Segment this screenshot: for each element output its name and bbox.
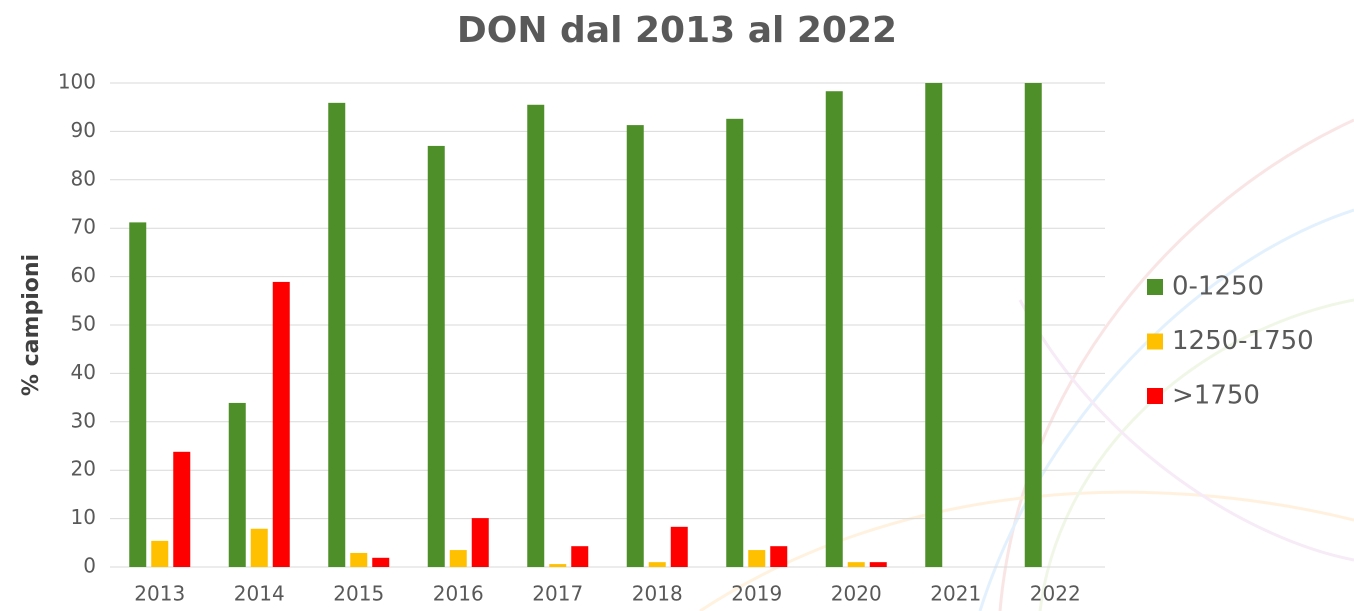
chart: DON dal 2013 al 2022 % campioni 0 10 20 30 4…	[0, 0, 1354, 611]
bar	[129, 222, 146, 567]
y-tick-label: 70	[71, 215, 96, 239]
y-tick-label: 40	[71, 360, 96, 384]
y-tick-label: 30	[71, 408, 96, 432]
bar	[173, 452, 190, 567]
legend-label: 1250-1750	[1172, 326, 1314, 356]
bar	[925, 83, 942, 567]
chart-title: DON dal 2013 al 2022	[457, 10, 897, 51]
x-tick-label: 2018	[632, 582, 683, 606]
y-tick-label: 90	[71, 118, 96, 142]
legend-swatch	[1147, 279, 1163, 295]
bar	[848, 562, 865, 567]
legend-label: 0-1250	[1172, 272, 1264, 302]
bar	[472, 518, 489, 567]
bar	[549, 564, 566, 567]
y-tick-label: 0	[83, 554, 96, 578]
bar	[726, 119, 743, 567]
bar	[571, 546, 588, 567]
x-tick-label: 2020	[831, 582, 882, 606]
bar	[273, 282, 290, 567]
bar	[671, 527, 688, 567]
y-tick-label: 10	[71, 505, 96, 529]
x-tick-label: 2015	[333, 582, 384, 606]
y-axis-label: % campioni	[19, 254, 44, 396]
legend-swatch	[1147, 334, 1163, 350]
bar	[372, 558, 389, 567]
bar	[649, 562, 666, 567]
bar	[1025, 83, 1042, 567]
y-tick-label: 50	[71, 312, 96, 336]
x-tick-label: 2022	[1030, 582, 1081, 606]
legend-swatch	[1147, 388, 1163, 404]
bar	[770, 546, 787, 567]
legend-label: >1750	[1172, 381, 1260, 411]
x-tick-label: 2019	[731, 582, 782, 606]
bar	[350, 553, 367, 567]
y-tick-label: 20	[71, 457, 96, 481]
y-tick-label: 60	[71, 263, 96, 287]
bar	[450, 550, 467, 567]
bar	[428, 146, 445, 567]
bar	[251, 529, 268, 567]
bar	[229, 403, 246, 567]
x-tick-label: 2014	[234, 582, 285, 606]
bar	[328, 103, 345, 567]
x-tick-label: 2017	[532, 582, 583, 606]
bar	[870, 562, 887, 567]
bar	[627, 125, 644, 567]
y-tick-label: 80	[71, 166, 96, 190]
bar	[826, 91, 843, 567]
bar	[748, 550, 765, 567]
x-tick-label: 2016	[433, 582, 484, 606]
x-tick-label: 2013	[134, 582, 185, 606]
bar	[527, 105, 544, 567]
x-tick-label: 2021	[930, 582, 981, 606]
bar	[151, 541, 168, 567]
y-tick-label: 100	[58, 70, 96, 94]
